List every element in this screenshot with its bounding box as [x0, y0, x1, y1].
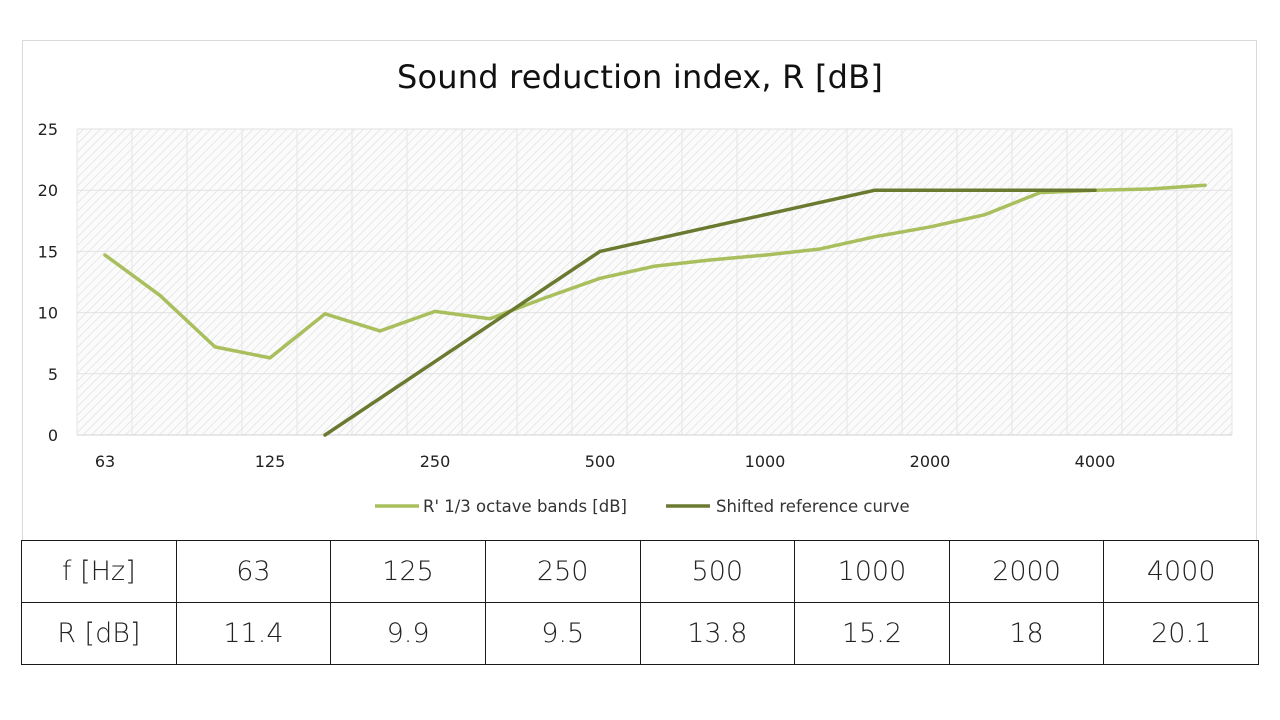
data-point — [1203, 183, 1207, 187]
table-cell-frequency: 2000 — [948, 540, 1105, 603]
x-tick-label: 125 — [255, 452, 286, 471]
data-point — [1038, 188, 1042, 192]
table-cell-r-value: 9.5 — [484, 602, 641, 665]
data-point — [708, 258, 712, 262]
data-point — [433, 309, 437, 313]
data-point — [543, 286, 547, 290]
data-point — [543, 296, 547, 300]
table-cell-r-value: 20.1 — [1103, 602, 1259, 665]
data-point — [378, 396, 382, 400]
table-row-r-value: R [dB] 11.4 9.9 9.5 13.8 15.2 18 20.1 — [21, 602, 1259, 665]
data-point — [488, 317, 492, 321]
data-point — [873, 188, 877, 192]
data-point — [158, 293, 162, 298]
data-point — [818, 247, 822, 251]
table-cell-frequency: 500 — [639, 540, 796, 603]
chart-plot: 0 5 10 15 20 25 63 125 250 500 1000 2000 4000 R' 1/3 … — [38, 120, 1233, 516]
data-point — [928, 188, 932, 192]
y-tick-label: 5 — [48, 365, 58, 384]
legend-label: Shifted reference curve — [716, 497, 910, 516]
table-cell-r-value: 13.8 — [639, 602, 796, 665]
data-point — [983, 213, 987, 217]
data-point — [598, 249, 602, 253]
table-cell-frequency: 125 — [330, 540, 486, 603]
data-point — [873, 235, 877, 239]
chart-title: Sound reduction index, R [dB] — [396, 58, 884, 96]
data-point — [1148, 187, 1152, 191]
y-tick-label: 15 — [38, 242, 58, 261]
data-point — [763, 213, 767, 217]
x-tick-label: 250 — [420, 452, 451, 471]
x-tick-label: 500 — [585, 452, 616, 471]
data-point — [323, 312, 327, 316]
table-row-frequency: f [Hz] 63 125 250 500 1000 2000 4000 — [21, 540, 1259, 603]
data-point — [213, 345, 217, 349]
table-row-label: R [dB] — [21, 602, 177, 665]
table-cell-r-value: 11.4 — [175, 602, 332, 665]
x-tick-label: 1000 — [745, 452, 786, 471]
y-tick-label: 25 — [38, 120, 58, 139]
data-table: f [Hz] 63 125 250 500 1000 2000 4000 R [… — [21, 540, 1259, 665]
data-point — [818, 200, 822, 205]
data-point — [378, 329, 382, 333]
data-point — [433, 359, 437, 364]
data-point — [763, 253, 767, 257]
data-point — [323, 433, 327, 437]
y-tick-label: 20 — [38, 181, 58, 200]
plot-area — [77, 129, 1232, 435]
x-tick-label: 4000 — [1075, 452, 1116, 471]
table-cell-r-value: 18 — [948, 602, 1105, 665]
data-point — [488, 323, 492, 327]
x-tick-label: 2000 — [910, 452, 951, 471]
data-point — [653, 264, 657, 268]
table-header-label: f [Hz] — [21, 540, 177, 603]
table-cell-frequency: 4000 — [1103, 540, 1259, 603]
table-cell-frequency: 63 — [175, 540, 332, 603]
y-tick-label: 10 — [38, 304, 58, 323]
legend-label: R' 1/3 octave bands [dB] — [423, 497, 627, 516]
table-cell-frequency: 250 — [484, 540, 641, 603]
table-cell-r-value: 9.9 — [330, 602, 486, 665]
data-point — [1093, 188, 1097, 192]
data-point — [928, 225, 932, 229]
data-point — [983, 188, 987, 192]
data-point — [653, 237, 657, 241]
data-point — [268, 356, 272, 360]
data-point — [598, 276, 602, 280]
y-tick-label: 0 — [48, 426, 58, 445]
data-point — [708, 225, 712, 229]
data-point — [103, 253, 107, 257]
table-cell-r-value: 15.2 — [794, 602, 950, 665]
table-cell-frequency: 1000 — [794, 540, 950, 603]
x-tick-label: 63 — [95, 452, 115, 471]
